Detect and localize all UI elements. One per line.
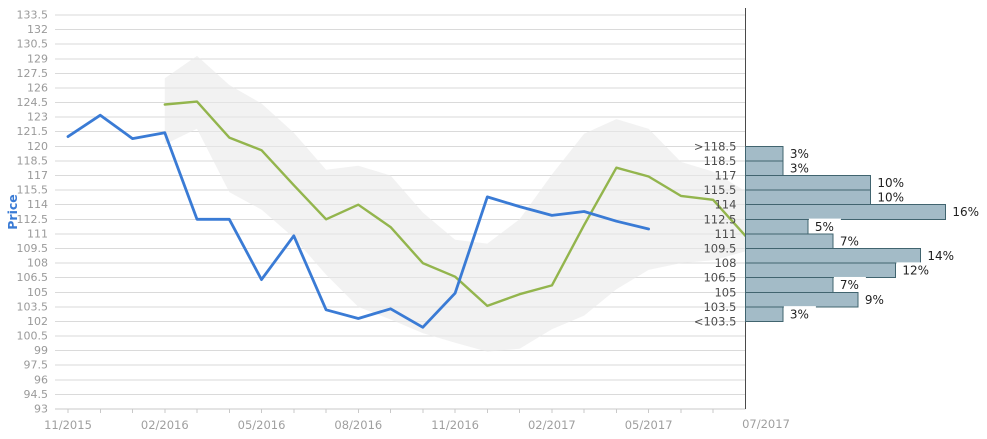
x-axis-label: 05/2017 (625, 418, 673, 432)
x-axis-label: 02/2017 (528, 418, 576, 432)
y-axis-label: 97.5 (24, 359, 49, 372)
x-axis-label: 02/2016 (141, 418, 189, 432)
histogram-value-label: 12% (902, 264, 929, 278)
x-axis-label: 11/2016 (431, 418, 479, 432)
histogram-bar (744, 233, 834, 249)
histogram-bar (744, 175, 871, 191)
histogram-bin-label: 114 (714, 198, 736, 212)
x-axis-label: 11/2015 (44, 418, 92, 432)
histogram-bin-label: 109.5 (703, 241, 736, 255)
y-axis-label: 99 (34, 344, 48, 357)
y-axis-label: 103.5 (17, 300, 49, 313)
histogram-value-label-bg (783, 160, 816, 177)
histogram-axis-label: 07/2017 (742, 417, 790, 431)
y-axis-label: 96 (34, 373, 48, 386)
histogram-bin-label: 115.5 (703, 183, 736, 197)
histogram-bin-label: 106.5 (703, 271, 736, 285)
y-axis-label: 114 (27, 198, 48, 211)
actual-line (66, 113, 650, 329)
histogram-value-label: 9% (865, 293, 884, 307)
y-axis-label: 115.5 (17, 184, 49, 197)
histogram-bar (744, 247, 921, 264)
histogram-bin-label: 108 (714, 256, 736, 270)
histogram-bin-label: 105 (714, 285, 736, 299)
histogram-value-label-bg (833, 276, 866, 293)
histogram-bin-label: <103.5 (694, 314, 737, 328)
histogram-bar (744, 218, 809, 235)
forecast-range-band (164, 55, 746, 352)
y-axis-label: 126 (27, 81, 48, 94)
y-axis-label: 106.5 (17, 271, 49, 284)
x-axis-label: 05/2016 (238, 418, 286, 432)
histogram-value-label: 7% (840, 278, 859, 292)
y-axis-label: 127.5 (17, 67, 49, 80)
y-axis-label: 121.5 (17, 125, 49, 138)
histogram-value-label-bg (808, 218, 841, 235)
y-axis-label: 123 (27, 111, 48, 124)
forecast-line (163, 100, 747, 308)
histogram-bin-label: 111 (714, 227, 736, 241)
histogram-value-label: 3% (790, 307, 809, 321)
histogram-value-label-bg (896, 262, 936, 279)
histogram-value-label-bg (858, 291, 891, 308)
histogram-value-label-bg (783, 306, 816, 323)
histogram-bar (744, 306, 784, 322)
histogram-value-label: 10% (877, 191, 904, 205)
histogram-bin-label: 117 (714, 169, 736, 183)
histogram-value-label-bg (783, 145, 816, 162)
y-axis-label: 105 (27, 286, 48, 299)
histogram-bar (744, 145, 784, 162)
y-axis-label: 100.5 (17, 330, 49, 343)
x-axis-label: 08/2016 (334, 418, 382, 432)
histogram-value-label: 7% (840, 234, 859, 248)
histogram-value-label-bg (871, 189, 911, 206)
histogram-value-label: 3% (790, 147, 809, 161)
histogram-bin-label: >118.5 (694, 139, 737, 153)
y-axis-title: Price (5, 194, 20, 230)
histogram-bar (744, 204, 946, 220)
histogram-bin-label: 112.5 (703, 212, 736, 226)
histogram-value-label: 10% (877, 176, 904, 190)
y-axis-label: 112.5 (17, 213, 49, 226)
histogram-bar (744, 291, 859, 308)
y-axis-label: 102 (27, 315, 48, 328)
histogram-bar (744, 277, 834, 293)
y-axis-label: 130.5 (17, 38, 49, 51)
histogram-value-label: 16% (952, 205, 979, 219)
histogram-bar (744, 160, 784, 177)
histogram-value-label: 5% (815, 220, 834, 234)
y-axis-label: 124.5 (17, 96, 49, 109)
y-axis-label: 120 (27, 140, 48, 153)
histogram-value-label-bg (833, 233, 866, 250)
y-axis-label: 132 (27, 23, 48, 36)
histogram-value-label: 3% (790, 161, 809, 175)
histogram-value-label: 14% (927, 249, 954, 263)
histogram-value-label-bg (921, 247, 961, 264)
histogram-bin-label: 118.5 (703, 154, 736, 168)
y-axis-label: 108 (27, 257, 48, 270)
y-axis-label: 117 (27, 169, 48, 182)
y-axis-label: 129 (27, 52, 48, 65)
histogram-value-label-bg (946, 204, 986, 220)
y-axis-label: 111 (27, 227, 48, 240)
histogram-bar (744, 189, 871, 206)
histogram-value-label-bg (871, 174, 911, 191)
histogram-bin-label: 103.5 (703, 300, 736, 314)
y-axis-label: 133.5 (17, 9, 49, 22)
y-axis-label: 94.5 (24, 388, 49, 401)
y-axis-label: 109.5 (17, 242, 49, 255)
y-axis-label: 118.5 (17, 154, 49, 167)
y-axis-label: 93 (34, 403, 48, 416)
histogram-bar (744, 262, 896, 279)
